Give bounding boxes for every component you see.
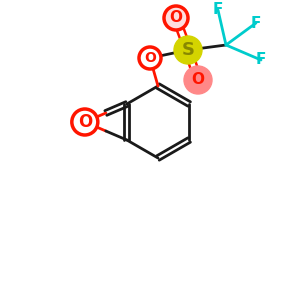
Circle shape xyxy=(72,109,98,135)
Text: O: O xyxy=(191,73,205,88)
Text: S: S xyxy=(182,41,194,59)
Circle shape xyxy=(174,36,202,64)
Text: F: F xyxy=(251,16,261,31)
Text: F: F xyxy=(256,52,266,68)
Circle shape xyxy=(184,66,212,94)
Circle shape xyxy=(139,47,161,69)
Text: F: F xyxy=(213,2,223,17)
Text: O: O xyxy=(78,113,92,131)
Circle shape xyxy=(164,6,188,30)
Text: O: O xyxy=(169,11,182,26)
Text: O: O xyxy=(144,51,156,65)
